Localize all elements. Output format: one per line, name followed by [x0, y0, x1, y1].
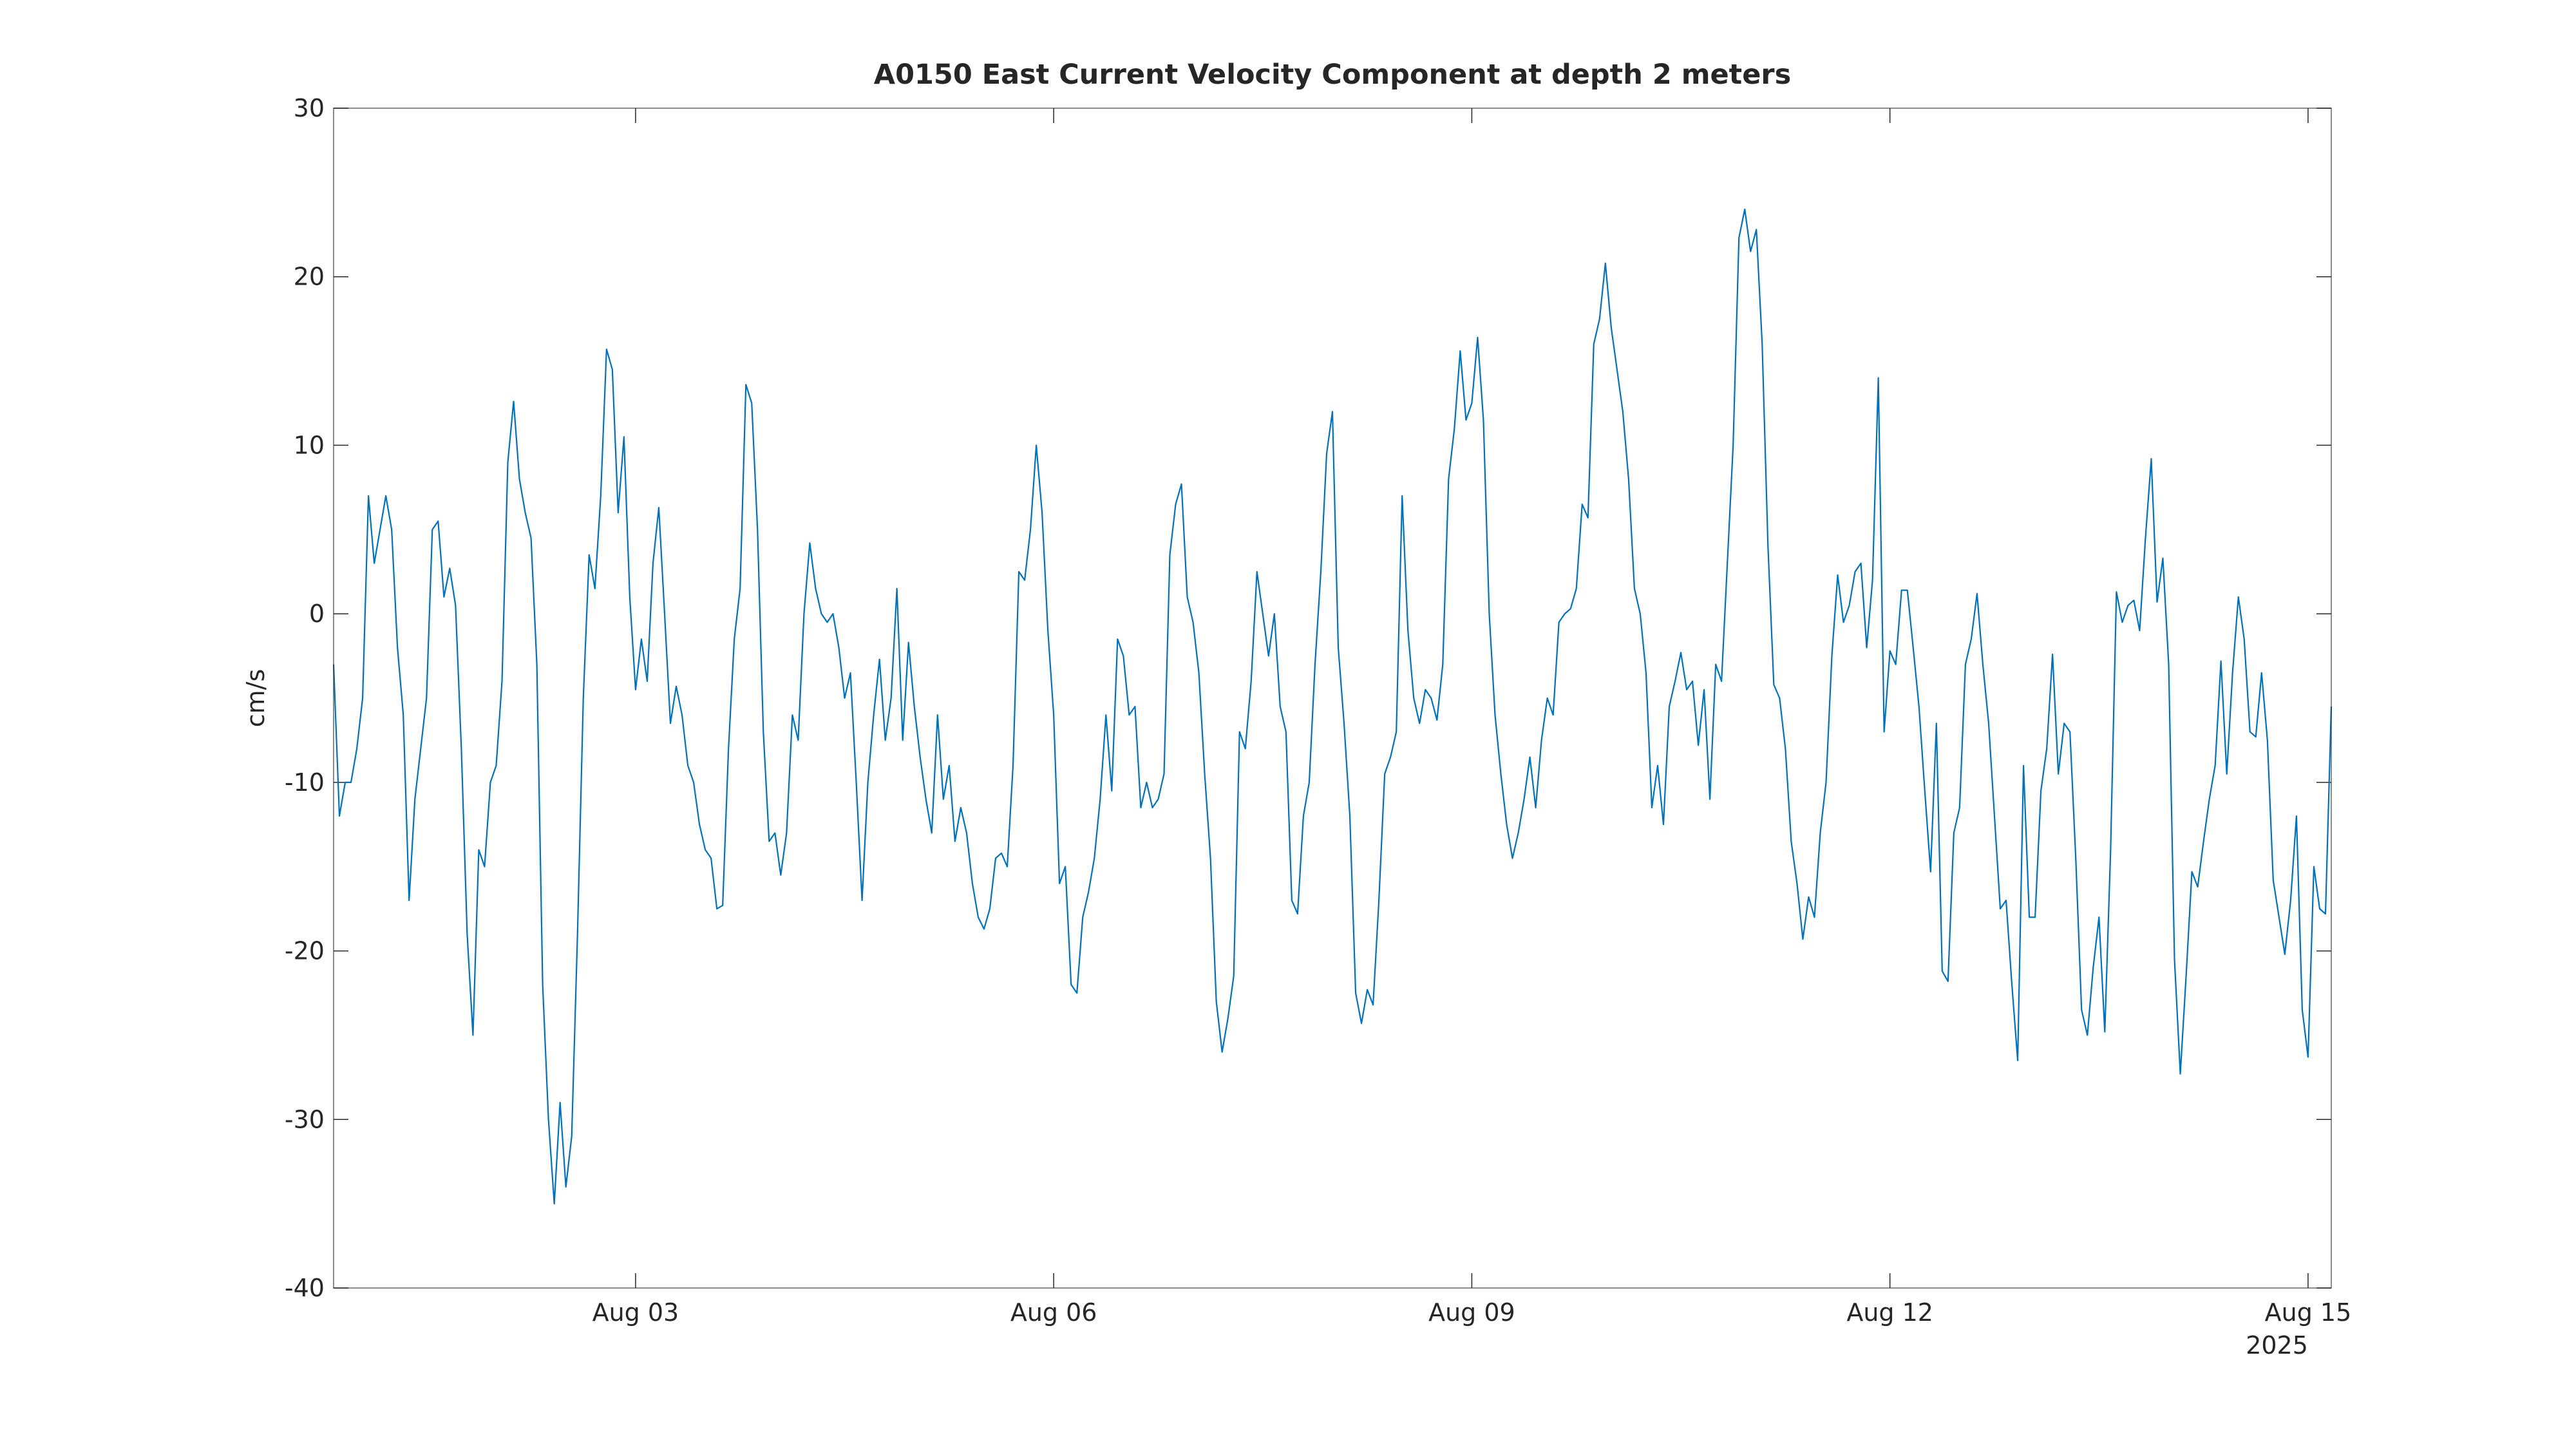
- y-tick-label: -30: [285, 1105, 325, 1133]
- y-tick-label: -20: [285, 937, 325, 965]
- x-axis-secondary-label: 2025: [2246, 1331, 2308, 1359]
- y-tick-label: 10: [294, 431, 325, 459]
- y-tick-label: -40: [285, 1274, 325, 1302]
- y-tick-label: 30: [294, 94, 325, 122]
- x-tick-label: Aug 03: [592, 1298, 679, 1327]
- data-line: [332, 208, 2333, 1205]
- y-tick-label: 20: [294, 263, 325, 291]
- axes-box: [333, 108, 2332, 1289]
- x-tick-label: Aug 12: [1846, 1298, 1933, 1327]
- y-axis-label: cm/s: [242, 669, 270, 728]
- x-tick-label: Aug 09: [1428, 1298, 1515, 1327]
- y-tick-label: 0: [309, 600, 325, 628]
- chart-title: A0150 East Current Velocity Component at…: [874, 59, 1791, 91]
- plot-area: [334, 108, 2331, 1288]
- x-tick-label: Aug 15: [2265, 1298, 2352, 1327]
- y-tick-label: -10: [285, 768, 325, 797]
- x-tick-label: Aug 06: [1010, 1298, 1097, 1327]
